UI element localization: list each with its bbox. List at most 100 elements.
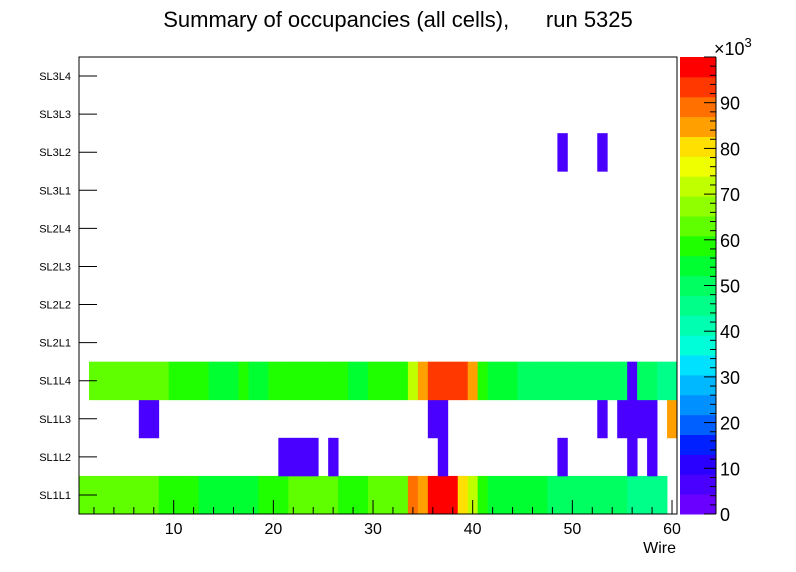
color-scale-swatch-14 — [680, 215, 716, 237]
heatmap-cell-SL1L2-wire-56 — [627, 437, 638, 477]
heatmap-cell-SL1L4-wire-42 — [487, 361, 498, 401]
heatmap-cell-SL1L4-wire-23 — [298, 361, 309, 401]
color-scale-label-80: 80 — [720, 139, 740, 159]
y-tick-label-SL2L2: SL2L2 — [39, 300, 71, 312]
heatmap-cell-SL1L4-wire-26 — [328, 361, 339, 401]
color-scale-label-30: 30 — [720, 368, 740, 388]
plot-frame — [78, 56, 678, 515]
heatmap-cell-SL1L1-wire-52 — [587, 475, 598, 515]
color-scale-swatch-6 — [680, 374, 716, 396]
color-scale-swatch-15 — [680, 196, 716, 217]
x-tick-label-40: 40 — [464, 521, 482, 538]
heatmap-cell-SL3L2-wire-53 — [597, 133, 608, 172]
heatmap-cell-SL1L4-wire-25 — [318, 361, 329, 401]
color-scale-swatch-11 — [680, 275, 716, 296]
heatmap-cell-SL1L1-wire-24 — [308, 475, 319, 515]
heatmap-cell-SL1L4-wire-19 — [258, 361, 269, 401]
heatmap-cell-SL1L3-wire-56 — [627, 399, 638, 439]
y-tick-label-SL1L1: SL1L1 — [39, 490, 71, 502]
color-scale-label-0: 0 — [720, 505, 730, 525]
heatmap-cell-SL1L1-wire-58 — [647, 475, 658, 515]
color-scale-swatch-12 — [680, 255, 716, 277]
heatmap-cell-SL1L4-wire-35 — [417, 361, 429, 401]
heatmap-cell-SL1L4-wire-12 — [188, 361, 199, 401]
y-tick-label-SL3L2: SL3L2 — [39, 147, 71, 159]
heatmap-cell-SL1L1-wire-28 — [348, 475, 359, 515]
color-scale-label-40: 40 — [720, 322, 740, 342]
heatmap-cell-SL1L4-wire-56 — [627, 361, 638, 401]
heatmap-cell-SL1L2-wire-23 — [298, 437, 309, 477]
chart-title: Summary of occupancies (all cells), run … — [163, 7, 633, 32]
color-scale-swatch-22 — [680, 57, 716, 78]
color-scale-label-10: 10 — [720, 459, 740, 479]
heatmap-cell-SL1L1-wire-11 — [178, 475, 190, 515]
heatmap-cell-SL1L1-wire-59 — [657, 475, 668, 515]
heatmap-cell-SL1L4-wire-44 — [507, 361, 518, 401]
heatmap-cell-SL1L4-wire-50 — [567, 361, 578, 401]
heatmap-cell-SL1L4-wire-58 — [647, 361, 658, 401]
heatmap-cell-SL1L4-wire-16 — [228, 361, 239, 401]
x-tick-label-30: 30 — [364, 521, 382, 538]
color-scale-swatch-3 — [680, 434, 716, 455]
heatmap-cell-SL1L3-wire-8 — [148, 399, 160, 439]
heatmap-cell-SL1L1-wire-38 — [447, 475, 459, 515]
y-tick-label-SL3L1: SL3L1 — [39, 185, 71, 197]
heatmap-cell-SL1L4-wire-49 — [557, 361, 568, 401]
heatmap-cell-SL1L1-wire-23 — [298, 475, 309, 515]
color-scale-swatch-8 — [680, 335, 716, 356]
color-scale-swatch-4 — [680, 414, 716, 436]
heatmap-cell-SL1L3-wire-57 — [637, 399, 648, 439]
heatmap-cell-SL1L1-wire-47 — [537, 475, 548, 515]
color-scale-swatch-21 — [680, 76, 716, 98]
heatmap-cell-SL1L1-wire-32 — [387, 475, 399, 515]
color-scale-swatch-9 — [680, 315, 716, 336]
heatmap-cell-SL1L4-wire-11 — [178, 361, 190, 401]
heatmap-cell-SL1L1-wire-15 — [218, 475, 229, 515]
heatmap-cell-SL1L1-wire-27 — [338, 475, 349, 515]
heatmap-cell-SL1L1-wire-17 — [238, 475, 249, 515]
heatmap-cell-SL1L4-wire-18 — [248, 361, 259, 401]
heatmap-cell-SL1L1-wire-10 — [168, 475, 180, 515]
y-tick-label-SL2L1: SL2L1 — [39, 338, 71, 350]
heatmap-cell-SL1L1-wire-3 — [98, 475, 110, 515]
color-scale-label-70: 70 — [720, 185, 740, 205]
heatmap-cell-SL1L4-wire-7 — [138, 361, 150, 401]
heatmap-cell-SL1L4-wire-31 — [378, 361, 389, 401]
heatmap-cell-SL1L1-wire-43 — [497, 475, 508, 515]
color-scale-swatch-19 — [680, 116, 716, 137]
heatmap-cell-SL1L3-wire-60 — [667, 399, 678, 439]
heatmap-cell-SL1L1-wire-36 — [427, 475, 439, 515]
heatmap-cell-SL1L4-wire-43 — [497, 361, 508, 401]
heatmap-cell-SL1L4-wire-37 — [437, 361, 449, 401]
color-scale-swatch-1 — [680, 474, 716, 495]
heatmap-cell-SL1L4-wire-24 — [308, 361, 319, 401]
axes: SL1L1 SL1L2 SL1L3 SL1L4 SL2L1 SL2L2 SL2L3 SL2L4… — [39, 71, 681, 538]
heatmap-cell-SL1L4-wire-22 — [288, 361, 299, 401]
color-scale-swatch-7 — [680, 355, 716, 376]
heatmap-cell-SL1L2-wire-22 — [288, 437, 299, 477]
color-scale-swatch-0 — [680, 494, 716, 515]
heatmap-cell-SL1L4-wire-60 — [667, 361, 678, 401]
heatmap-cell-SL1L1-wire-54 — [607, 475, 618, 515]
color-scale-label-50: 50 — [720, 277, 740, 297]
heatmap-cell-SL1L1-wire-14 — [208, 475, 219, 515]
heatmap-cell-SL1L1-wire-12 — [188, 475, 199, 515]
color-scale-swatch-5 — [680, 394, 716, 416]
heatmap-cell-SL1L4-wire-5 — [118, 361, 130, 401]
multiplier-exponent: 3 — [745, 35, 752, 50]
heatmap-cell-SL1L1-wire-41 — [477, 475, 489, 515]
y-tick-label-SL3L3: SL3L3 — [39, 109, 71, 121]
x-tick-label-10: 10 — [165, 521, 183, 538]
heatmap-cell-SL1L4-wire-39 — [457, 361, 469, 401]
color-scale-swatch-10 — [680, 295, 716, 316]
heatmap-cell-SL1L1-wire-9 — [158, 475, 170, 515]
heatmap-cell-SL1L4-wire-10 — [168, 361, 180, 401]
heatmap-cell-SL1L1-wire-5 — [118, 475, 130, 515]
heatmap-cell-SL1L1-wire-40 — [467, 475, 479, 515]
heatmap-cell-SL1L1-wire-19 — [258, 475, 269, 515]
heatmap-cell-SL1L1-wire-13 — [198, 475, 209, 515]
color-scale-swatch-18 — [680, 136, 716, 157]
color-scale-bar: 0 10 20 30 40 50 60 70 80 90 — [680, 56, 740, 525]
y-tick-label-SL2L3: SL2L3 — [39, 261, 71, 273]
